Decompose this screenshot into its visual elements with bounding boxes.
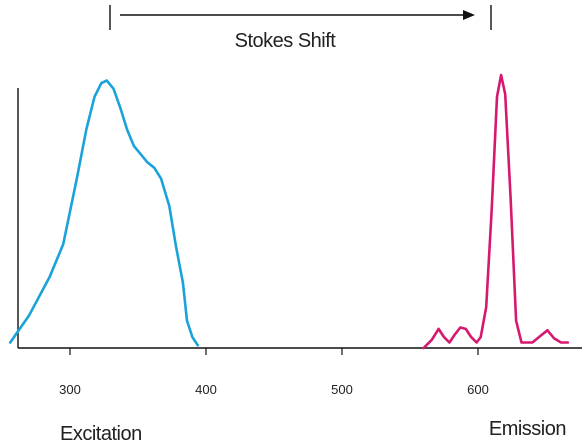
series-group [8, 73, 570, 350]
series-label-group: Excitation Emission [60, 418, 567, 445]
series-line-emission [422, 73, 570, 350]
x-tick-label-400: 400 [195, 382, 217, 397]
series-label-excitation: Excitation [60, 423, 142, 445]
x-tick-label-300: 300 [59, 382, 81, 397]
x-tick-label-500: 500 [331, 382, 353, 397]
series-line-excitation [8, 79, 200, 347]
series-label-emission: Emission [489, 418, 566, 440]
x-tick-group: 300 400 500 600 [59, 348, 489, 397]
stokes-shift-arrow-head [463, 10, 475, 20]
stokes-shift-label: Stokes Shift [235, 30, 337, 52]
x-tick-label-600: 600 [467, 382, 489, 397]
